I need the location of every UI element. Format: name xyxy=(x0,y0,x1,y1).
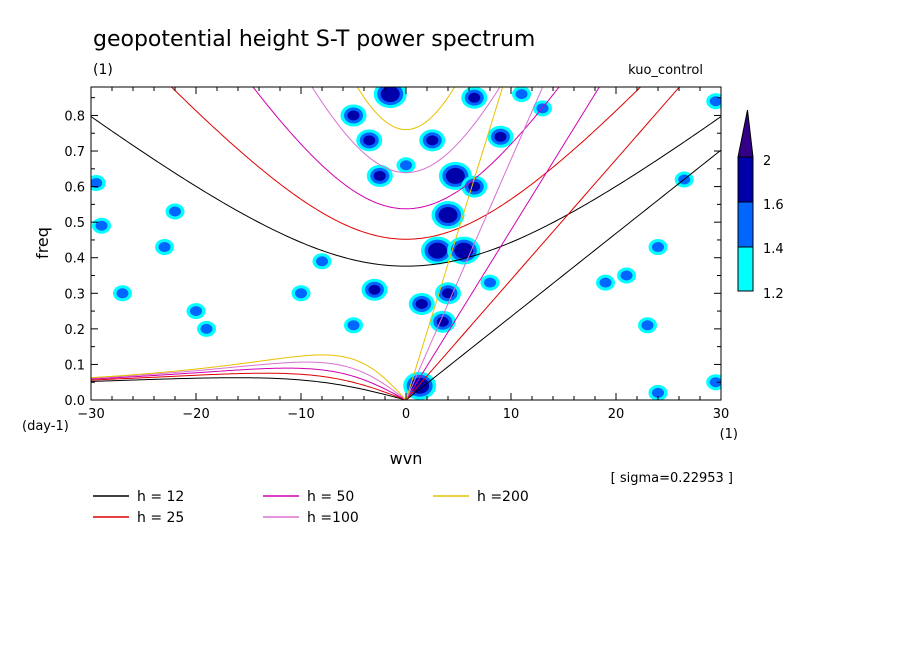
power-contour xyxy=(373,170,386,181)
power-contour xyxy=(316,256,328,267)
y-tick-label: 0.5 xyxy=(64,216,85,231)
x-tick-label: 20 xyxy=(608,407,625,422)
legend-label: h = 12 xyxy=(137,489,184,505)
y-tick-label: 0.2 xyxy=(64,323,85,338)
colorbar-level-label: 2 xyxy=(763,154,771,169)
colorbar-level-label: 1.4 xyxy=(763,242,784,257)
legend-label: h =100 xyxy=(307,510,359,526)
power-contour xyxy=(363,135,376,146)
dispersion-legend: h = 12 h = 25 h = 50 h =100 h =200 xyxy=(93,489,529,526)
rossby-wave-curve xyxy=(91,354,407,400)
axis-ticks xyxy=(90,87,722,401)
x-tick-label: −20 xyxy=(182,407,209,422)
y-tick-label: 0.4 xyxy=(64,252,85,267)
y-axis-unit: (day-1) xyxy=(22,419,69,434)
power-contour xyxy=(445,167,465,184)
power-contour xyxy=(415,298,428,309)
power-contour xyxy=(190,306,202,317)
power-contour xyxy=(709,96,721,107)
power-contour xyxy=(709,377,721,388)
x-tick-labels: −30 −20 −10 0 10 20 30 xyxy=(77,407,729,422)
power-contour xyxy=(158,242,171,253)
kelvin-wave-curve xyxy=(405,87,600,400)
legend-label: h = 25 xyxy=(137,510,184,526)
y-tick-label: 0.1 xyxy=(64,358,85,373)
kelvin-wave-curve xyxy=(405,87,681,400)
power-contour xyxy=(95,220,108,231)
gravity-wave-curve xyxy=(311,87,501,174)
power-contour xyxy=(116,288,129,299)
colorbar-level-label: 1.6 xyxy=(763,198,784,213)
power-contour xyxy=(494,131,507,142)
colorbar-segment xyxy=(737,156,754,203)
legend-label: h =200 xyxy=(477,489,529,505)
gravity-wave-curve xyxy=(356,87,456,131)
power-contour xyxy=(641,320,654,331)
power-contour xyxy=(368,284,381,295)
title-unit: (1) xyxy=(93,62,113,78)
x-tick-label: −30 xyxy=(77,407,104,422)
plot-background xyxy=(91,87,721,400)
power-contour xyxy=(347,320,360,331)
dispersion-curve-layer xyxy=(91,87,721,400)
power-contour xyxy=(436,316,449,327)
power-contour xyxy=(652,242,664,253)
power-contour xyxy=(347,110,360,121)
power-contour xyxy=(295,288,307,299)
colorbar-segment xyxy=(737,246,754,292)
power-contour xyxy=(91,178,103,189)
sigma-note: [ sigma=0.22953 ] xyxy=(611,471,733,486)
x-axis-unit: (1) xyxy=(720,427,738,442)
chart-title: geopotential height S-T power spectrum xyxy=(93,27,535,52)
kelvin-wave-curve xyxy=(405,87,544,400)
y-tick-label: 0.0 xyxy=(64,394,85,409)
power-contour xyxy=(438,207,458,224)
y-axis-label: freq xyxy=(33,227,52,259)
power-contour xyxy=(400,160,412,171)
power-contour xyxy=(468,92,481,103)
power-contour xyxy=(652,387,664,398)
gravity-wave-curve xyxy=(91,116,721,267)
power-contour xyxy=(599,277,612,288)
power-contour xyxy=(515,89,528,100)
power-contour xyxy=(454,242,474,259)
power-contour xyxy=(620,270,633,281)
gravity-wave-curve xyxy=(170,87,642,240)
case-label: kuo_control xyxy=(628,63,703,78)
colorbar-extension xyxy=(737,109,754,158)
colorbar-level-label: 1.2 xyxy=(763,287,784,302)
power-contour xyxy=(169,206,181,217)
power-contour xyxy=(484,277,496,288)
kelvin-wave-curve xyxy=(405,87,504,400)
kelvin-wave-curve xyxy=(405,149,721,400)
x-tick-label: 0 xyxy=(402,407,410,422)
y-tick-labels: 0.0 0.1 0.2 0.3 0.4 0.5 0.6 0.7 0.8 xyxy=(64,109,85,409)
rossby-wave-curve xyxy=(91,361,407,400)
y-tick-label: 0.7 xyxy=(64,145,85,160)
legend-label: h = 50 xyxy=(307,489,354,505)
x-tick-label: 30 xyxy=(713,407,730,422)
y-tick-label: 0.6 xyxy=(64,181,85,196)
colorbar: 1.2 1.4 1.6 2 xyxy=(737,109,784,302)
rossby-wave-curve xyxy=(91,367,407,400)
power-contour xyxy=(200,323,213,334)
power-contour xyxy=(380,87,400,103)
power-contour xyxy=(428,242,447,259)
x-axis-label: wvn xyxy=(390,449,423,468)
x-tick-label: 10 xyxy=(503,407,520,422)
y-tick-label: 0.8 xyxy=(64,109,85,124)
gravity-wave-curve xyxy=(252,87,560,210)
rossby-wave-curve xyxy=(91,372,407,400)
power-contour xyxy=(426,135,439,146)
x-tick-label: −10 xyxy=(287,407,314,422)
y-tick-label: 0.3 xyxy=(64,287,85,302)
colorbar-segment xyxy=(737,201,754,248)
rossby-wave-curve xyxy=(91,377,407,400)
